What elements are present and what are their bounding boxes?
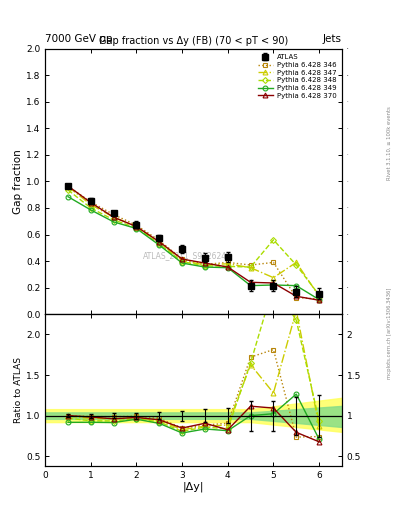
Pythia 6.428 346 xyxy=(157,238,162,244)
Pythia 6.428 346 xyxy=(226,260,230,266)
Pythia 6.428 349 xyxy=(317,296,321,303)
Pythia 6.428 370 xyxy=(88,200,93,206)
Pythia 6.428 346 xyxy=(180,256,184,262)
Pythia 6.428 346 xyxy=(317,296,321,302)
Text: Rivet 3.1.10, ≥ 100k events: Rivet 3.1.10, ≥ 100k events xyxy=(387,106,392,180)
Pythia 6.428 346 xyxy=(66,183,70,189)
Pythia 6.428 348 xyxy=(271,237,276,243)
Pythia 6.428 347 xyxy=(88,202,93,208)
Pythia 6.428 370 xyxy=(180,256,184,262)
Pythia 6.428 370 xyxy=(226,264,230,270)
Text: 7000 GeV pp: 7000 GeV pp xyxy=(45,33,113,44)
Y-axis label: Gap fraction: Gap fraction xyxy=(13,149,23,214)
Line: Pythia 6.428 348: Pythia 6.428 348 xyxy=(66,188,321,297)
Text: Gap fraction vs Δy (FB) (70 < pT < 90): Gap fraction vs Δy (FB) (70 < pT < 90) xyxy=(99,36,288,46)
Pythia 6.428 346 xyxy=(248,262,253,268)
Text: ATLAS_2011_S9126244: ATLAS_2011_S9126244 xyxy=(143,251,232,260)
Pythia 6.428 348 xyxy=(226,263,230,269)
Pythia 6.428 348 xyxy=(111,217,116,223)
Pythia 6.428 370 xyxy=(317,297,321,303)
Pythia 6.428 349 xyxy=(294,283,299,289)
Pythia 6.428 347 xyxy=(248,265,253,271)
Pythia 6.428 370 xyxy=(248,279,253,285)
Line: Pythia 6.428 349: Pythia 6.428 349 xyxy=(66,194,321,302)
Pythia 6.428 370 xyxy=(203,260,208,266)
Pythia 6.428 349 xyxy=(111,219,116,225)
Pythia 6.428 347 xyxy=(203,262,208,268)
Line: Pythia 6.428 346: Pythia 6.428 346 xyxy=(66,184,321,302)
Pythia 6.428 348 xyxy=(203,263,208,269)
Pythia 6.428 349 xyxy=(271,282,276,288)
Pythia 6.428 347 xyxy=(294,260,299,266)
Pythia 6.428 370 xyxy=(66,183,70,189)
Pythia 6.428 348 xyxy=(66,187,70,193)
Pythia 6.428 347 xyxy=(271,274,276,281)
Pythia 6.428 370 xyxy=(294,293,299,300)
Text: Jets: Jets xyxy=(323,33,342,44)
Pythia 6.428 347 xyxy=(317,293,321,300)
Pythia 6.428 349 xyxy=(66,194,70,200)
Pythia 6.428 349 xyxy=(226,265,230,271)
Line: Pythia 6.428 347: Pythia 6.428 347 xyxy=(66,184,321,298)
Pythia 6.428 347 xyxy=(134,223,139,229)
Line: Pythia 6.428 370: Pythia 6.428 370 xyxy=(66,184,321,303)
Pythia 6.428 348 xyxy=(248,264,253,270)
Pythia 6.428 370 xyxy=(111,214,116,220)
Pythia 6.428 349 xyxy=(180,260,184,266)
Pythia 6.428 347 xyxy=(180,258,184,264)
Pythia 6.428 346 xyxy=(134,222,139,228)
Pythia 6.428 348 xyxy=(180,259,184,265)
Pythia 6.428 370 xyxy=(134,223,139,229)
Pythia 6.428 347 xyxy=(157,240,162,246)
Pythia 6.428 349 xyxy=(157,242,162,248)
Pythia 6.428 347 xyxy=(66,184,70,190)
Pythia 6.428 346 xyxy=(271,260,276,266)
Pythia 6.428 346 xyxy=(203,261,208,267)
Y-axis label: Ratio to ATLAS: Ratio to ATLAS xyxy=(14,357,23,423)
Pythia 6.428 349 xyxy=(203,264,208,270)
Pythia 6.428 349 xyxy=(248,283,253,289)
Pythia 6.428 370 xyxy=(157,239,162,245)
Pythia 6.428 370 xyxy=(271,280,276,286)
Pythia 6.428 349 xyxy=(88,207,93,213)
Legend: ATLAS, Pythia 6.428 346, Pythia 6.428 347, Pythia 6.428 348, Pythia 6.428 349, P: ATLAS, Pythia 6.428 346, Pythia 6.428 34… xyxy=(256,52,338,101)
Pythia 6.428 349 xyxy=(134,225,139,231)
Text: mcplots.cern.ch [arXiv:1306.3436]: mcplots.cern.ch [arXiv:1306.3436] xyxy=(387,287,392,378)
Pythia 6.428 348 xyxy=(294,262,299,268)
X-axis label: |Δy|: |Δy| xyxy=(183,481,204,492)
Pythia 6.428 346 xyxy=(111,211,116,218)
Pythia 6.428 348 xyxy=(88,205,93,211)
Pythia 6.428 347 xyxy=(226,261,230,267)
Pythia 6.428 348 xyxy=(157,241,162,247)
Pythia 6.428 348 xyxy=(134,225,139,231)
Pythia 6.428 347 xyxy=(111,214,116,220)
Pythia 6.428 348 xyxy=(317,292,321,298)
Pythia 6.428 346 xyxy=(88,199,93,205)
Pythia 6.428 346 xyxy=(294,294,299,301)
